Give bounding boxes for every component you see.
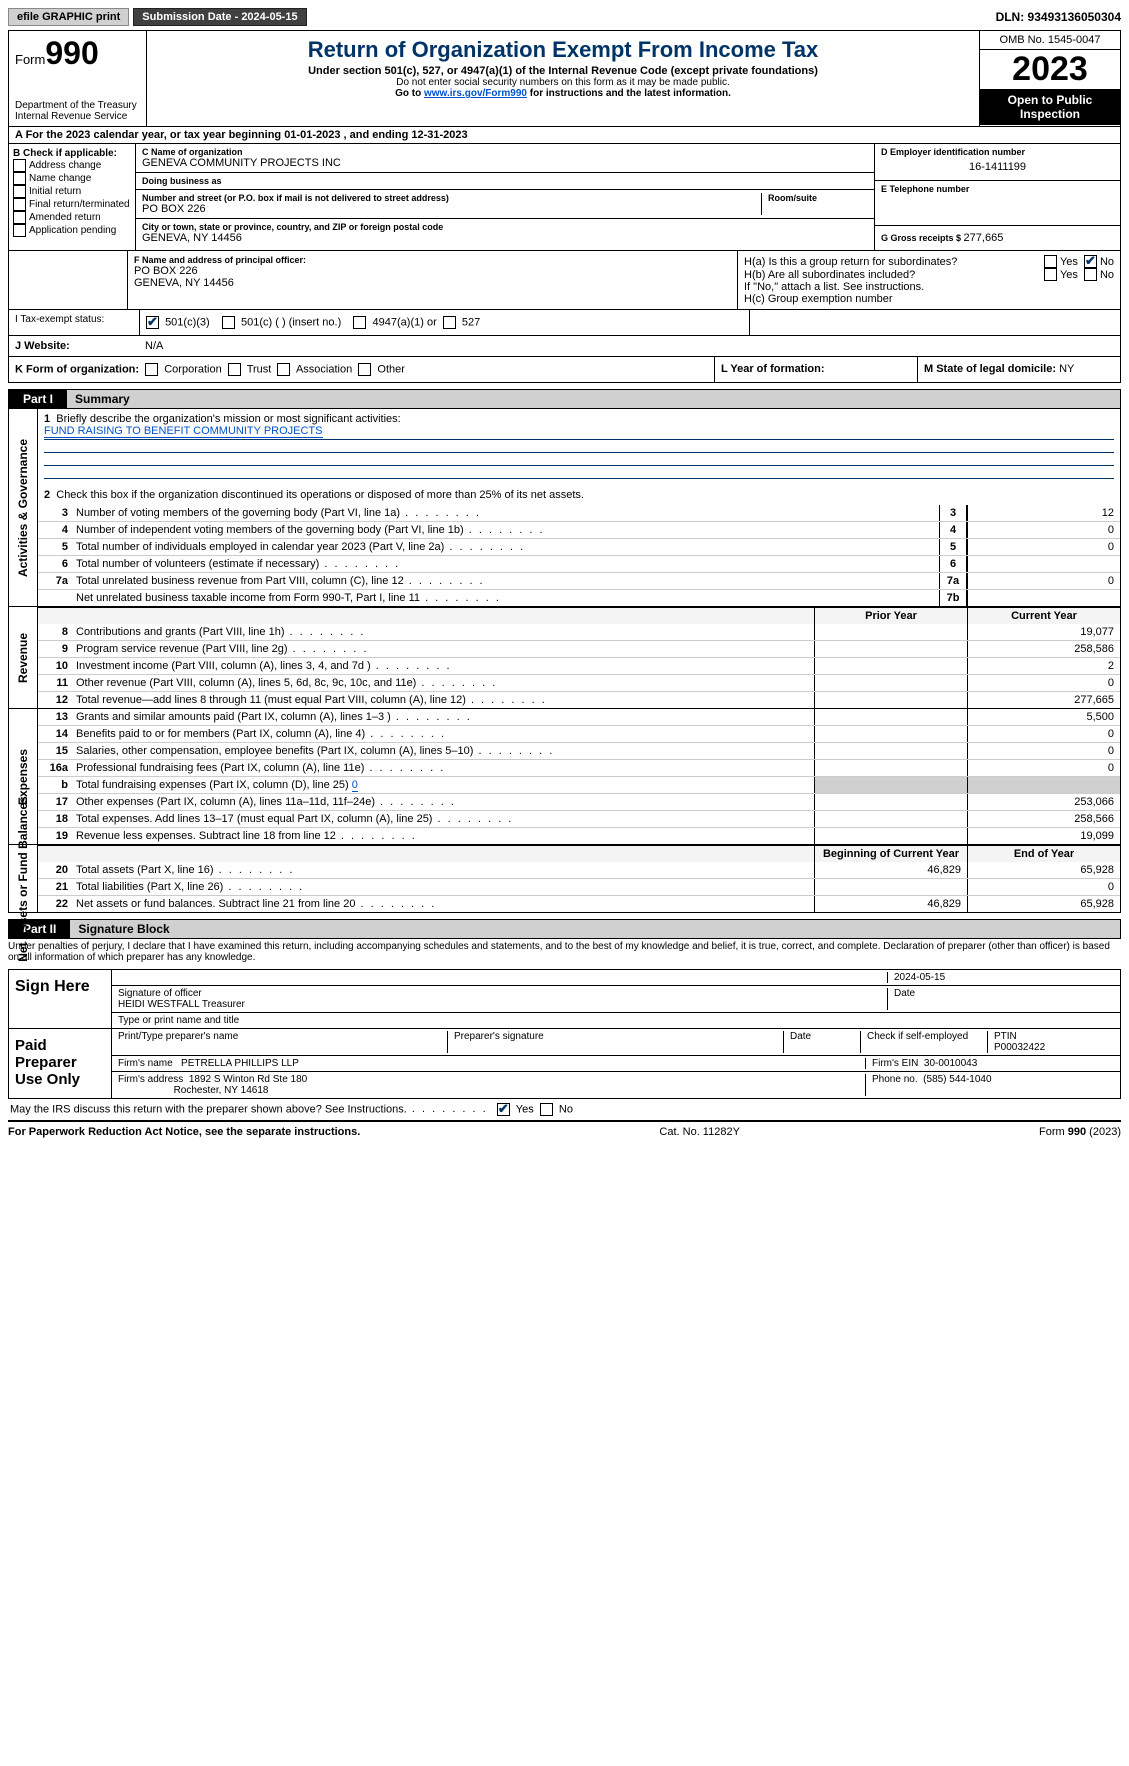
checkbox-discuss-yes[interactable] bbox=[497, 1103, 510, 1116]
form-title: Return of Organization Exempt From Incom… bbox=[153, 37, 973, 63]
checkbox-initial-return[interactable] bbox=[13, 185, 26, 198]
irs-link[interactable]: www.irs.gov/Form990 bbox=[424, 88, 527, 99]
checkbox-ha-no[interactable] bbox=[1084, 255, 1097, 268]
checkbox-corp[interactable] bbox=[145, 363, 158, 376]
checkbox-address-change[interactable] bbox=[13, 159, 26, 172]
entity-info-grid: B Check if applicable: Address change Na… bbox=[8, 144, 1121, 251]
checkbox-hb-yes[interactable] bbox=[1044, 268, 1057, 281]
omb-number: OMB No. 1545-0047 bbox=[980, 31, 1120, 50]
city-state-zip: GENEVA, NY 14456 bbox=[142, 232, 868, 244]
block-netassets: Net Assets or Fund Balances Beginning of… bbox=[8, 845, 1121, 913]
tax-year: 2023 bbox=[980, 50, 1120, 89]
row-klm: K Form of organization: Corporation Trus… bbox=[8, 357, 1121, 383]
checkbox-hb-no[interactable] bbox=[1084, 268, 1097, 281]
firm-phone: (585) 544-1040 bbox=[923, 1074, 991, 1085]
part2-header: Part II Signature Block bbox=[8, 919, 1121, 939]
firm-name: PETRELLA PHILLIPS LLP bbox=[181, 1058, 299, 1069]
website-val: N/A bbox=[139, 336, 1120, 356]
box-b: B Check if applicable: Address change Na… bbox=[9, 144, 136, 250]
open-inspection-badge: Open to Public Inspection bbox=[980, 89, 1120, 125]
submission-date-badge: Submission Date - 2024-05-15 bbox=[133, 8, 306, 26]
dept-treasury: Department of the Treasury bbox=[15, 100, 140, 111]
efile-print-button[interactable]: efile GRAPHIC print bbox=[8, 8, 129, 26]
firm-ein: 30-0010043 bbox=[924, 1058, 977, 1069]
ein: 16-1411199 bbox=[881, 157, 1114, 177]
top-toolbar: efile GRAPHIC print Submission Date - 20… bbox=[8, 8, 1121, 26]
subtitle-2: Do not enter social security numbers on … bbox=[153, 77, 973, 88]
subtitle-1: Under section 501(c), 527, or 4947(a)(1)… bbox=[153, 65, 973, 77]
checkbox-other[interactable] bbox=[358, 363, 371, 376]
checkbox-501c3[interactable] bbox=[146, 316, 159, 329]
checkbox-name-change[interactable] bbox=[13, 172, 26, 185]
gross-receipts: 277,665 bbox=[964, 232, 1004, 244]
row-j: J Website: N/A bbox=[8, 336, 1121, 357]
block-expenses: Expenses 13Grants and similar amounts pa… bbox=[8, 709, 1121, 845]
checkbox-501c[interactable] bbox=[222, 316, 235, 329]
block-revenue: Revenue Prior Year Current Year 8Contrib… bbox=[8, 607, 1121, 709]
checkbox-4947[interactable] bbox=[353, 316, 366, 329]
firm-addr1: 1892 S Winton Rd Ste 180 bbox=[189, 1074, 307, 1085]
row-a-period: A For the 2023 calendar year, or tax yea… bbox=[8, 127, 1121, 144]
checkbox-app-pending[interactable] bbox=[13, 224, 26, 237]
penalties-text: Under penalties of perjury, I declare th… bbox=[8, 939, 1121, 965]
checkbox-amended[interactable] bbox=[13, 211, 26, 224]
block-activities: Activities & Governance 1 Briefly descri… bbox=[8, 409, 1121, 607]
form-number: Form990 bbox=[15, 35, 140, 72]
sign-here-block: Sign Here 2024-05-15 Signature of office… bbox=[8, 969, 1121, 1099]
discuss-row: May the IRS discuss this return with the… bbox=[8, 1099, 1121, 1122]
mission-text: FUND RAISING TO BENEFIT COMMUNITY PROJEC… bbox=[44, 425, 323, 438]
checkbox-527[interactable] bbox=[443, 316, 456, 329]
box-de: D Employer identification number 16-1411… bbox=[874, 144, 1120, 250]
checkbox-discuss-no[interactable] bbox=[540, 1103, 553, 1116]
row-f-h: F Name and address of principal officer:… bbox=[8, 251, 1121, 310]
checkbox-assoc[interactable] bbox=[277, 363, 290, 376]
dln-label: DLN: 93493136050304 bbox=[996, 10, 1121, 24]
sign-date: 2024-05-15 bbox=[887, 972, 1114, 983]
part1-header: Part I Summary bbox=[8, 389, 1121, 409]
state-domicile: NY bbox=[1059, 363, 1074, 375]
row-i: I Tax-exempt status: 501(c)(3) 501(c) ( … bbox=[8, 310, 1121, 336]
street-address: PO BOX 226 bbox=[142, 203, 761, 215]
irs-label: Internal Revenue Service bbox=[15, 111, 140, 122]
org-name: GENEVA COMMUNITY PROJECTS INC bbox=[142, 157, 868, 169]
ptin: P00032422 bbox=[994, 1042, 1045, 1053]
form-header: Form990 Department of the Treasury Inter… bbox=[8, 30, 1121, 127]
checkbox-ha-yes[interactable] bbox=[1044, 255, 1057, 268]
checkbox-final-return[interactable] bbox=[13, 198, 26, 211]
checkbox-trust[interactable] bbox=[228, 363, 241, 376]
officer-name: HEIDI WESTFALL Treasurer bbox=[118, 999, 245, 1010]
page-footer: For Paperwork Reduction Act Notice, see … bbox=[8, 1126, 1121, 1138]
box-c: C Name of organization GENEVA COMMUNITY … bbox=[136, 144, 874, 250]
subtitle-3: Go to www.irs.gov/Form990 for instructio… bbox=[153, 88, 973, 99]
